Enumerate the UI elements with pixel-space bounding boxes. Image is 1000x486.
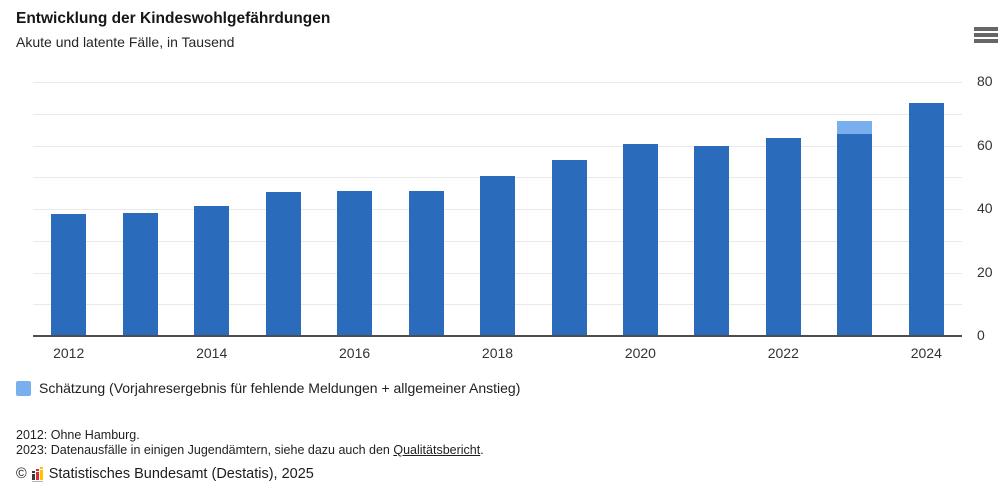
y-axis-label-60: 60 [977,136,993,153]
qualitaetsbericht-link[interactable]: Qualitätsbericht [393,443,481,457]
bar-2024[interactable] [908,103,944,336]
gridline-60 [33,145,962,147]
legend-label: Schätzung (Vorjahresergebnis für fehlend… [39,380,521,396]
footnote-2012: 2012: Ohne Hamburg. [16,428,140,442]
footnote-2023-text: 2023: Datenausfälle in einigen Jugendämt… [16,443,394,457]
copyright-line: © Statistisches Bundesamt (Destatis), 20… [16,466,314,482]
bar-2017[interactable] [408,190,444,336]
x-axis-label-2014: 2014 [196,345,228,361]
bar-2019[interactable] [551,159,587,336]
x-axis-line [33,335,962,337]
bar-2012[interactable] [51,214,87,336]
x-axis-label-2022: 2022 [767,345,799,361]
bar-2023-estimate[interactable] [837,121,873,134]
bar-2015[interactable] [265,191,301,336]
y-axis-label-0: 0 [977,327,985,343]
y-axis-label-20: 20 [977,263,993,280]
gridline-70 [33,113,962,115]
bar-2018[interactable] [480,176,515,336]
bar-2014[interactable] [194,206,230,336]
gridline-80 [33,82,962,83]
x-axis-label-2012: 2012 [53,345,85,361]
hamburger-menu-icon[interactable] [974,27,998,45]
bar-2021[interactable] [694,145,730,336]
y-axis-label-40: 40 [977,200,993,216]
legend-swatch-estimate [16,380,31,396]
bar-2013[interactable] [122,213,158,336]
bar-2020[interactable] [622,143,658,336]
y-axis-label-80: 80 [977,73,993,89]
publisher-text: Statistisches Bundesamt (Destatis), 2025 [48,466,314,482]
chart-subtitle: Akute und latente Fälle, in Tausend [16,34,235,50]
hamburger-bar [974,39,998,43]
footnote-2023-suffix: . [480,443,484,457]
legend: Schätzung (Vorjahresergebnis für fehlend… [16,380,520,396]
bar-2022[interactable] [765,138,801,336]
hamburger-bar [974,33,998,37]
copyright-symbol: © [16,466,27,482]
footnote-2023: 2023: Datenausfälle in einigen Jugendämt… [16,443,484,457]
x-axis-label-2018: 2018 [481,345,514,361]
page-title: Entwicklung der Kindeswohlgefährdungen [16,10,331,27]
x-axis-label-2020: 2020 [624,345,656,361]
x-axis-label-2016: 2016 [339,345,371,361]
bar-2016[interactable] [337,190,373,336]
x-axis-label-2024: 2024 [910,345,942,361]
destatis-logo-icon [31,466,43,482]
bar-2023[interactable] [837,133,873,336]
hamburger-bar [974,27,998,31]
